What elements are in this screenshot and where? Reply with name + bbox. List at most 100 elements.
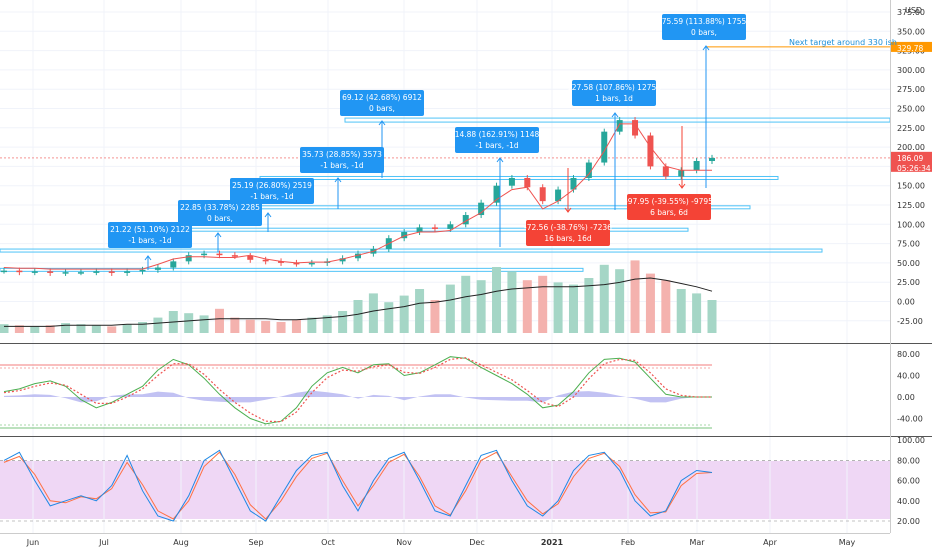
volume-bar	[138, 322, 148, 333]
measure-label-line1: 21.22 (51.10%) 2122	[110, 225, 190, 234]
measure-arrowhead	[378, 120, 386, 126]
price-tick-label: 50.00	[897, 259, 920, 268]
last-price-badge-text: 05:26:34	[897, 164, 931, 173]
measure-label-bg	[300, 147, 384, 173]
volume-bar	[307, 317, 317, 333]
volume-bar	[368, 293, 378, 333]
measure-label-line2: -1 bars, -1d	[475, 141, 518, 150]
candle-body	[431, 227, 438, 229]
month-tick-label: Dec	[469, 538, 484, 547]
candle-body	[185, 255, 192, 262]
candle-body	[570, 177, 577, 190]
price-tick-label: 375.00	[897, 8, 925, 17]
measure-arrowhead	[611, 112, 619, 118]
candle-body	[154, 267, 161, 270]
month-tick-label: Jun	[26, 538, 40, 547]
volume-bar	[230, 317, 240, 333]
last-price-badge-text: 186.09	[897, 154, 923, 163]
price-tick-label: 150.00	[897, 182, 925, 191]
measure-label-bg	[455, 127, 539, 153]
measure-label-line2: 0 bars,	[207, 214, 233, 223]
measure-label-line2: 16 bars, 16d	[544, 234, 592, 243]
volume-bar	[91, 325, 101, 333]
volume-bar	[476, 280, 486, 333]
volume-bar	[61, 323, 71, 333]
price-tick-label: 0.00	[897, 298, 915, 307]
volume-bar	[599, 264, 609, 333]
candle-body	[508, 177, 515, 186]
measure-label-line1: 175.59 (113.88%) 17559	[657, 17, 751, 26]
price-tick-label: 225.00	[897, 124, 925, 133]
candle-body	[447, 224, 454, 229]
measure-label-bg	[108, 222, 192, 248]
measure-box[interactable]: 69.12 (42.68%) 6912 0 bars,	[340, 90, 424, 178]
price-tick-label: 100.00	[897, 220, 925, 229]
volume-bar	[445, 284, 455, 333]
measure-box[interactable]: 127.58 (107.86%) 12758 1 bars, 1d	[567, 80, 661, 210]
target-price-badge-text: 329.78	[897, 44, 923, 53]
volume-bar	[14, 325, 24, 333]
candle-body	[247, 255, 254, 260]
macd-pane[interactable]	[0, 344, 890, 436]
measure-box[interactable]: 25.19 (26.80%) 2519 -1 bars, -1d	[230, 178, 314, 232]
stoch-tick-label: 80.00	[897, 456, 920, 465]
month-tick-label: Oct	[321, 538, 335, 547]
stoch-tick-label: 20.00	[897, 517, 920, 526]
candle-body	[585, 162, 592, 178]
measure-box[interactable]: 21.22 (51.10%) 2122 -1 bars, -1d	[108, 222, 192, 270]
volume-bar	[630, 260, 640, 333]
stoch-k-line	[3, 449, 713, 522]
measure-label-bg	[178, 200, 262, 226]
measure-label-line1: -97.95 (-39.55%) -9795	[625, 197, 713, 206]
candle-body	[31, 271, 38, 273]
measure-label-bg	[662, 14, 746, 40]
volume-bar	[492, 267, 502, 333]
measure-box[interactable]: -97.95 (-39.55%) -9795 6 bars, 6d	[625, 126, 713, 220]
volume-bar	[415, 289, 425, 333]
volume-bar	[122, 324, 132, 333]
measure-box[interactable]: 35.73 (28.85%) 3573 -1 bars, -1d	[300, 147, 384, 209]
volume-bar	[645, 273, 655, 333]
volume-bar	[245, 319, 255, 333]
candle-body	[709, 157, 715, 161]
stoch-band	[0, 461, 890, 519]
candle-body	[524, 177, 531, 188]
volume-bar	[0, 324, 9, 333]
measure-label-bg	[572, 80, 656, 106]
candle-body	[16, 270, 23, 273]
price-series	[1, 117, 715, 276]
volume-bar	[291, 319, 301, 333]
measure-arrowhead	[214, 232, 222, 238]
volume-bar	[692, 293, 702, 333]
level-zone	[259, 175, 779, 180]
candle-body	[339, 258, 346, 262]
macd-tick-label: 40.00	[897, 372, 920, 381]
candle-body	[139, 269, 146, 272]
candle-body	[308, 262, 315, 265]
price-pane[interactable]	[0, 0, 890, 343]
volume-bar	[676, 289, 686, 333]
candle-body	[262, 259, 269, 262]
measure-box[interactable]: 114.88 (162.91%) 11488 -1 bars, -1d	[450, 127, 544, 247]
month-tick-label: Jul	[98, 538, 109, 547]
measure-box[interactable]: 22.85 (33.78%) 2285 0 bars,	[178, 200, 262, 252]
volume-bar	[153, 317, 163, 333]
volume-bar	[399, 295, 409, 333]
price-tick-label: 350.00	[897, 27, 925, 36]
volume-bar	[707, 300, 717, 333]
measure-box[interactable]: 175.59 (113.88%) 17559 0 bars,	[657, 14, 751, 188]
measure-label-line1: 127.58 (107.86%) 12758	[567, 83, 661, 92]
candle-body	[601, 131, 608, 163]
candle-body	[647, 135, 654, 167]
candle-body	[93, 271, 100, 273]
candle-body	[493, 185, 500, 203]
measure-box[interactable]: -72.56 (-38.76%) -7236 16 bars, 16d	[524, 168, 612, 246]
candle-body	[1, 270, 7, 273]
candle-body	[293, 262, 300, 265]
measure-label-line1: 22.85 (33.78%) 2285	[180, 203, 260, 212]
stoch-tick-label: 40.00	[897, 497, 920, 506]
candle-body	[108, 271, 115, 273]
candle-body	[632, 120, 639, 136]
